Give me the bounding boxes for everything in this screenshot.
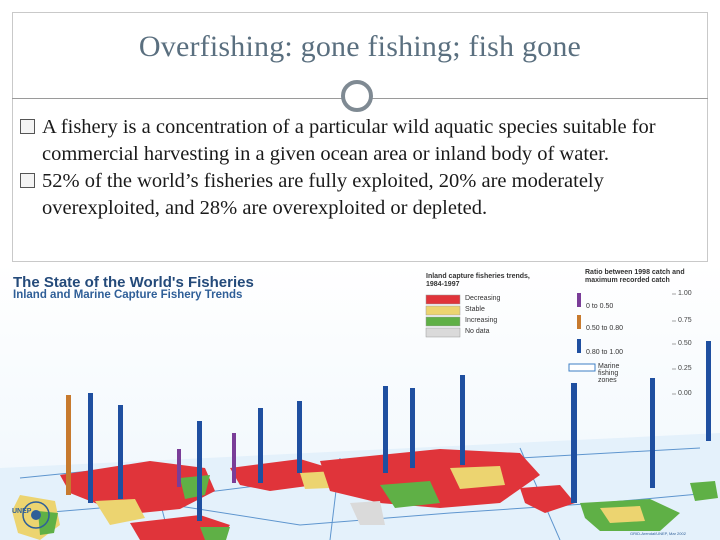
unep-logo-text: UNEP <box>12 508 32 515</box>
ratio-legend-heading: Ratio between 1998 catch and maximum rec… <box>585 269 685 284</box>
legend-label-decreasing: Decreasing <box>465 295 501 302</box>
ratio-bars <box>66 341 711 521</box>
ring-ornament-icon <box>341 80 373 112</box>
title-frame <box>12 12 708 262</box>
scale-label: 0.00 <box>678 390 692 397</box>
bullet-text: 52% of the world’s fisheries are fully e… <box>42 170 604 219</box>
landmass-asia <box>320 449 540 508</box>
legend-label-stable: Stable <box>465 306 485 313</box>
map-title: The State of the World's Fisheries <box>13 274 254 291</box>
checkbox-bullet-icon <box>20 173 35 188</box>
world-map-graphic <box>0 263 720 540</box>
scale-label: 0.50 <box>678 340 692 347</box>
ratio-label-mid: 0.50 to 0.80 <box>586 325 623 332</box>
fisheries-map-image: The State of the World's Fisheries Inlan… <box>0 263 720 540</box>
map-credit: GRID-Arendal/UNEP, Mar 2002 <box>630 531 686 536</box>
landmass-north-america <box>60 461 215 513</box>
legend-label-increasing: Increasing <box>465 317 498 324</box>
checkbox-bullet-icon <box>20 119 35 134</box>
bullet-item: A fishery is a concentration of a partic… <box>20 114 710 168</box>
bullet-list: A fishery is a concentration of a partic… <box>20 114 710 222</box>
ratio-label-high: 0.80 to 1.00 <box>586 349 623 356</box>
ratio-label-low: 0 to 0.50 <box>586 303 614 310</box>
slide-title: Overfishing: gone fishing; fish gone <box>138 30 582 63</box>
unep-logo-icon <box>22 501 50 529</box>
legend-label-no-data: No data <box>465 328 490 335</box>
scale-label: 0.75 <box>678 317 692 324</box>
scale-label: 1.00 <box>678 290 692 297</box>
bullet-item: 52% of the world’s fisheries are fully e… <box>20 168 710 222</box>
scale-label: 0.25 <box>678 365 692 372</box>
trend-legend-heading: Inland capture fisheries trends, 1984-19… <box>426 273 530 288</box>
bullet-text: A fishery is a concentration of a partic… <box>42 116 656 165</box>
map-subtitle: Inland and Marine Capture Fishery Trends <box>13 289 243 301</box>
ratio-label-marine-zones: Marine fishing zones <box>598 363 620 384</box>
